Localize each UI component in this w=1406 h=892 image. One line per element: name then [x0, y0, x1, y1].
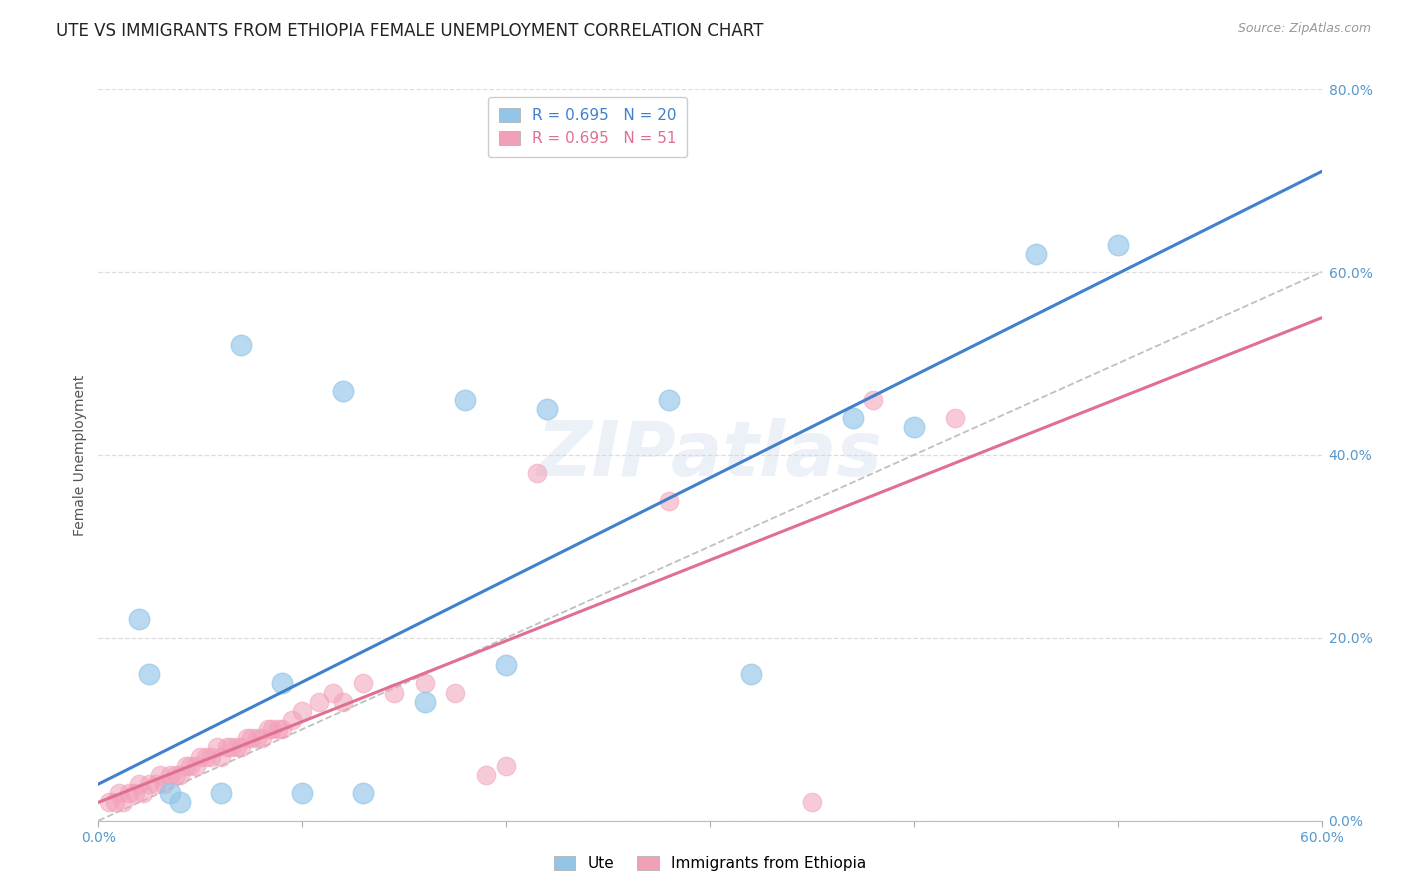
Legend: Ute, Immigrants from Ethiopia: Ute, Immigrants from Ethiopia — [547, 848, 873, 879]
Point — [270, 723, 294, 737]
Point — [138, 667, 160, 681]
Point — [111, 796, 134, 810]
Point — [862, 392, 884, 407]
Point — [454, 392, 477, 407]
Point — [108, 786, 131, 800]
Point — [801, 796, 824, 810]
Point — [226, 740, 249, 755]
Point — [215, 740, 238, 755]
Text: UTE VS IMMIGRANTS FROM ETHIOPIA FEMALE UNEMPLOYMENT CORRELATION CHART: UTE VS IMMIGRANTS FROM ETHIOPIA FEMALE U… — [56, 22, 763, 40]
Point — [444, 685, 467, 699]
Point — [536, 402, 558, 417]
Text: ZIPatlas: ZIPatlas — [537, 418, 883, 491]
Point — [267, 723, 290, 737]
Point — [97, 796, 120, 810]
Point — [352, 676, 374, 690]
Point — [495, 658, 517, 673]
Point — [152, 777, 174, 791]
Point — [413, 676, 436, 690]
Point — [179, 758, 201, 772]
Point — [104, 796, 127, 810]
Point — [205, 740, 228, 755]
Point — [256, 723, 278, 737]
Point — [186, 758, 208, 772]
Point — [260, 723, 283, 737]
Point — [332, 384, 354, 398]
Point — [240, 731, 263, 746]
Point — [219, 740, 242, 755]
Point — [145, 777, 167, 791]
Point — [128, 613, 150, 627]
Point — [382, 685, 405, 699]
Point — [495, 758, 517, 772]
Point — [903, 420, 925, 434]
Point — [159, 786, 181, 800]
Point — [943, 411, 966, 425]
Point — [128, 777, 150, 791]
Point — [658, 392, 681, 407]
Point — [246, 731, 269, 746]
Point — [124, 786, 146, 800]
Point — [658, 493, 681, 508]
Point — [270, 676, 294, 690]
Point — [250, 731, 273, 746]
Point — [169, 796, 191, 810]
Point — [474, 768, 498, 782]
Y-axis label: Female Unemployment: Female Unemployment — [73, 375, 87, 535]
Point — [1025, 246, 1047, 260]
Point — [231, 740, 253, 755]
Point — [188, 749, 212, 764]
Point — [118, 786, 141, 800]
Point — [332, 695, 354, 709]
Point — [174, 758, 197, 772]
Point — [308, 695, 330, 709]
Point — [138, 777, 160, 791]
Point — [352, 786, 374, 800]
Point — [291, 786, 314, 800]
Point — [169, 768, 191, 782]
Point — [195, 749, 218, 764]
Point — [291, 704, 314, 718]
Point — [526, 466, 548, 480]
Point — [200, 749, 222, 764]
Point — [1107, 237, 1129, 252]
Point — [149, 768, 172, 782]
Point — [740, 667, 762, 681]
Point — [159, 768, 181, 782]
Point — [841, 411, 863, 425]
Point — [236, 731, 259, 746]
Text: Source: ZipAtlas.com: Source: ZipAtlas.com — [1237, 22, 1371, 36]
Point — [209, 749, 232, 764]
Point — [231, 338, 253, 352]
Point — [413, 695, 436, 709]
Point — [322, 685, 344, 699]
Point — [281, 713, 304, 727]
Point — [165, 768, 187, 782]
Point — [132, 786, 155, 800]
Point — [209, 786, 232, 800]
